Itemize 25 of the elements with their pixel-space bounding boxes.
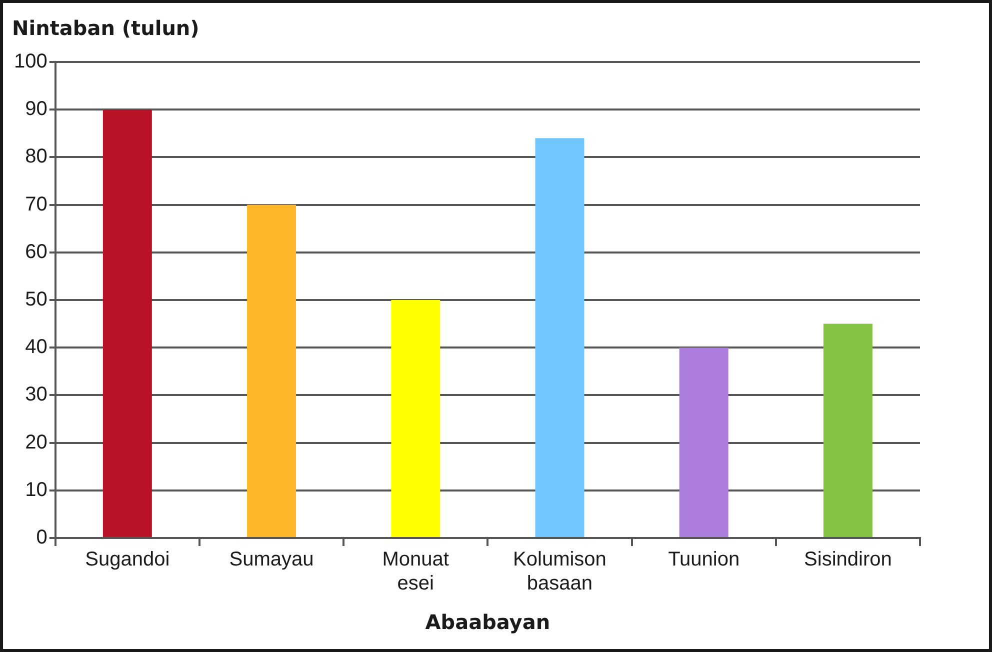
x-tick-label: Sugandoi <box>85 548 170 571</box>
y-tick-label: 30 <box>25 384 48 406</box>
bar <box>823 324 872 537</box>
y-tick-label: 40 <box>25 336 48 358</box>
bar <box>391 300 440 537</box>
y-tick-label: 50 <box>25 288 48 311</box>
x-tick-label: Monuat esei <box>382 548 450 595</box>
x-tick-label: Tuunion <box>668 548 740 571</box>
bar <box>535 138 584 537</box>
y-tick-label: 70 <box>25 193 48 216</box>
x-tick-label: Kolumison basaan <box>513 548 606 595</box>
y-tick-label: 60 <box>25 240 48 263</box>
y-axis-title: Nintaban (tulun) <box>12 16 200 40</box>
y-tick-label: 0 <box>36 526 48 549</box>
y-tick-label: 10 <box>25 478 48 501</box>
x-tick-label: Sisindiron <box>804 548 892 571</box>
bar <box>679 348 728 537</box>
y-tick-label: 100 <box>14 50 48 73</box>
bar <box>102 110 152 537</box>
y-tick-label: 20 <box>25 431 48 454</box>
x-tick-label: Sumayau <box>229 548 314 571</box>
x-axis-title: Abaabayan <box>425 610 550 634</box>
bar <box>247 204 296 537</box>
y-tick-label: 90 <box>25 98 48 120</box>
y-tick-label: 80 <box>25 146 48 168</box>
